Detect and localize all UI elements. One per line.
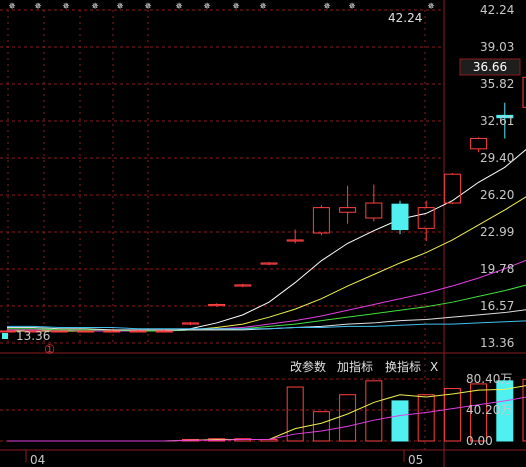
ma-line-ma20 [7, 259, 526, 332]
event-marker: ✵ [427, 2, 435, 12]
event-marker: ✵ [203, 2, 211, 12]
price-tick-label: 29.40 [480, 151, 514, 165]
candle-body [391, 203, 409, 231]
candle-body [77, 330, 95, 333]
price-tick-label: 19.78 [480, 262, 514, 276]
volume-ma-line-ma20 [7, 396, 526, 442]
volume-bar [391, 400, 409, 442]
ma-line-ma60 [7, 309, 526, 331]
date-tick-label: 05 [408, 453, 423, 467]
change-params-button[interactable]: 改参数 [290, 359, 326, 374]
candle-body [208, 303, 226, 307]
current-price-label: 36.66 [473, 60, 507, 74]
volume-bar [417, 394, 435, 442]
price-tick-label: 39.03 [480, 40, 514, 54]
price-tick-label: 16.57 [480, 299, 514, 313]
volume-ma-lines [7, 385, 526, 442]
candle-body [417, 207, 435, 229]
event-marker: ✵ [8, 2, 16, 12]
candle-body [286, 239, 304, 242]
candle-body [496, 114, 514, 119]
event-marker: ✵ [348, 2, 356, 12]
ma-line-ma120 [7, 320, 526, 330]
price-tick-label: 26.20 [480, 188, 514, 202]
candle-body [365, 202, 383, 219]
volume-bar [470, 383, 488, 442]
candle-body [24, 330, 42, 333]
volume-bar [286, 386, 304, 442]
volume-bar [312, 411, 330, 442]
moving-average-lines [7, 148, 526, 332]
event-marker: ✵ [34, 2, 42, 12]
candle-body [155, 330, 173, 333]
event-marker-icon: ➀ [45, 343, 54, 356]
volume-tick-label: 80.40万 [466, 372, 512, 386]
volume-ma-line-ma10 [7, 385, 526, 442]
candle-body [260, 262, 278, 265]
event-marker: ✵ [62, 2, 70, 12]
volume-bars [181, 378, 526, 442]
event-marker: ✵ [144, 2, 152, 12]
volume-bar [522, 378, 526, 442]
add-indicator-button[interactable]: 加指标 [337, 359, 373, 374]
event-marker: ✵ [259, 2, 267, 12]
date-axis-labels: 04 05 [25, 450, 423, 467]
candle-body [443, 173, 461, 204]
candle-body [50, 330, 68, 333]
candle-body [129, 330, 147, 333]
candlesticks [0, 76, 526, 333]
volume-bar [365, 380, 383, 442]
close-indicator-button[interactable]: X [430, 360, 438, 374]
candle-body [181, 322, 199, 325]
volume-bar [496, 380, 514, 442]
candle-body [234, 284, 252, 287]
event-markers: ✵ ✵ ✵ ✵ ✵ ✵ ✵ ✵ ✵ ✵ ✵ ✵ ✵ [8, 2, 435, 12]
event-marker: ✵ [323, 2, 331, 12]
price-tick-label: 32.61 [480, 114, 514, 128]
switch-indicator-button[interactable]: 换指标 [385, 359, 421, 374]
high-price-label: 42.24 [388, 11, 422, 25]
low-price-label: 13.36 [16, 329, 50, 343]
candle-body [103, 330, 121, 333]
price-tick-label: 13.36 [480, 336, 514, 350]
volume-grid [0, 378, 444, 442]
event-marker: ✵ [116, 2, 124, 12]
volume-bar [339, 394, 357, 442]
volume-tick-label: 0.00 [466, 434, 493, 448]
price-tick-label: 42.24 [480, 3, 514, 17]
price-tick-label: 22.99 [480, 225, 514, 239]
volume-bar [443, 388, 461, 442]
ma-line-ma5 [7, 148, 526, 332]
price-axis-labels: 42.24 39.03 35.82 32.61 29.40 26.20 22.99 19.78… [480, 3, 514, 350]
volume-axis-labels: 80.40万 40.20万 0.00 [466, 372, 512, 448]
candle-body [522, 76, 526, 108]
low-price-marker [2, 333, 8, 339]
event-marker: ✵ [175, 2, 183, 12]
candle-body [470, 137, 488, 150]
current-price-box [459, 58, 521, 76]
ma-line-ma30 [7, 284, 526, 332]
event-marker: ✵ [232, 2, 240, 12]
event-marker: ✵ [91, 2, 99, 12]
volume-tick-label: 40.20万 [466, 403, 512, 417]
candle-body [312, 207, 330, 234]
candle-body [339, 207, 357, 213]
candle-body [0, 330, 16, 333]
date-tick-label: 04 [30, 453, 45, 467]
price-tick-label: 35.82 [480, 77, 514, 91]
